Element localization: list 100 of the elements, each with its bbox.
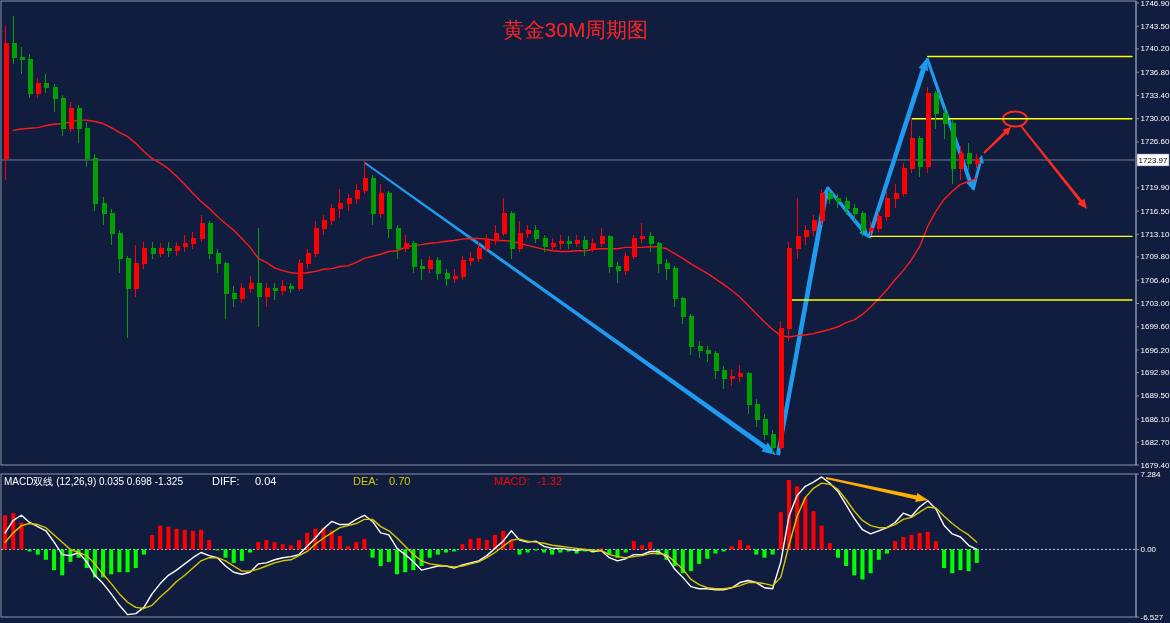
bar xyxy=(909,534,914,550)
bar xyxy=(231,549,236,563)
candlestick xyxy=(215,248,221,274)
candlestick xyxy=(582,235,588,257)
y-tick-label: 1682.70 xyxy=(1140,437,1170,447)
bar xyxy=(443,549,449,553)
candlestick xyxy=(435,256,441,281)
candlestick xyxy=(721,365,727,390)
y-tick-label: 1713.10 xyxy=(1140,229,1170,239)
bar xyxy=(876,549,881,560)
bar xyxy=(370,549,375,558)
candlestick xyxy=(925,86,931,174)
bar xyxy=(182,529,187,550)
bar xyxy=(884,549,889,554)
y-tick-label: 1692.90 xyxy=(1140,368,1170,378)
chart-title: MACD双线 (12,26,9) 0.035 0.698 -1.325 xyxy=(4,475,184,487)
candlestick xyxy=(239,282,245,304)
bar xyxy=(721,549,726,552)
candlestick xyxy=(688,313,694,356)
candlestick xyxy=(876,210,882,233)
y-tick-label: 1726.60 xyxy=(1140,137,1170,147)
candlestick xyxy=(893,183,899,209)
bar xyxy=(697,549,702,564)
bar xyxy=(394,549,400,575)
candlestick xyxy=(795,197,801,260)
text: DIFF: xyxy=(212,475,240,487)
candlestick xyxy=(974,153,980,169)
candlestick xyxy=(493,224,499,246)
candlestick xyxy=(92,153,98,212)
candlestick xyxy=(713,350,719,380)
candlestick xyxy=(321,214,327,236)
bar xyxy=(680,549,685,574)
bar xyxy=(631,541,636,550)
candlestick xyxy=(884,190,890,222)
candlestick xyxy=(280,279,286,296)
candlestick xyxy=(346,193,352,212)
candlestick xyxy=(109,208,115,246)
bar xyxy=(803,497,808,550)
bar xyxy=(60,549,65,576)
candlestick xyxy=(656,241,662,274)
candlestick xyxy=(558,234,564,250)
candlestick xyxy=(599,227,605,248)
bar xyxy=(158,525,163,550)
bar xyxy=(762,549,767,558)
candlestick xyxy=(525,224,531,239)
bar xyxy=(541,549,547,553)
bar xyxy=(427,549,432,558)
y-tick-label: -6.527 xyxy=(1140,612,1164,622)
bar xyxy=(966,549,971,572)
candlestick xyxy=(264,282,270,308)
candlestick xyxy=(950,119,956,185)
candlestick xyxy=(223,261,229,320)
candlestick xyxy=(664,258,670,281)
candlestick xyxy=(737,364,743,383)
candlestick xyxy=(444,268,450,287)
bar xyxy=(141,549,146,555)
bar xyxy=(386,549,391,562)
bar xyxy=(811,511,816,550)
candlestick xyxy=(248,275,254,294)
bar xyxy=(256,542,261,550)
candlestick xyxy=(370,174,376,226)
bar xyxy=(27,549,32,552)
candlestick xyxy=(705,345,711,363)
candlestick xyxy=(256,227,262,328)
bar xyxy=(974,549,979,563)
bar xyxy=(819,525,824,550)
candlestick xyxy=(933,90,939,130)
candlestick xyxy=(60,94,66,137)
bar xyxy=(525,549,530,553)
candlestick xyxy=(378,183,384,219)
candlestick xyxy=(484,234,490,253)
y-tick-label: 7.284 xyxy=(1140,469,1162,479)
bar xyxy=(452,549,457,552)
bar xyxy=(35,549,40,555)
bar xyxy=(468,539,473,550)
bar xyxy=(705,549,710,559)
y-tick-label: 1736.80 xyxy=(1140,67,1170,77)
candlestick xyxy=(574,234,580,248)
bar xyxy=(852,549,857,576)
bar xyxy=(558,549,563,553)
annotation: -1.32 xyxy=(537,475,563,487)
bar xyxy=(942,549,947,569)
candlestick xyxy=(778,320,784,452)
candlestick xyxy=(411,240,417,274)
bar xyxy=(403,549,408,573)
bar xyxy=(460,544,465,550)
candlestick xyxy=(305,248,311,270)
bar xyxy=(288,545,293,550)
y-tick-label: 1703.00 xyxy=(1140,298,1170,308)
y-tick-label: 1696.20 xyxy=(1140,345,1170,355)
bar xyxy=(917,532,922,550)
candlestick xyxy=(942,107,948,140)
candlestick xyxy=(958,145,964,181)
candlestick xyxy=(844,196,850,216)
candlestick xyxy=(729,368,735,387)
candlestick xyxy=(354,183,360,205)
candlestick xyxy=(517,220,523,253)
candlestick xyxy=(419,258,425,281)
bar xyxy=(150,534,155,550)
bar xyxy=(517,549,522,555)
